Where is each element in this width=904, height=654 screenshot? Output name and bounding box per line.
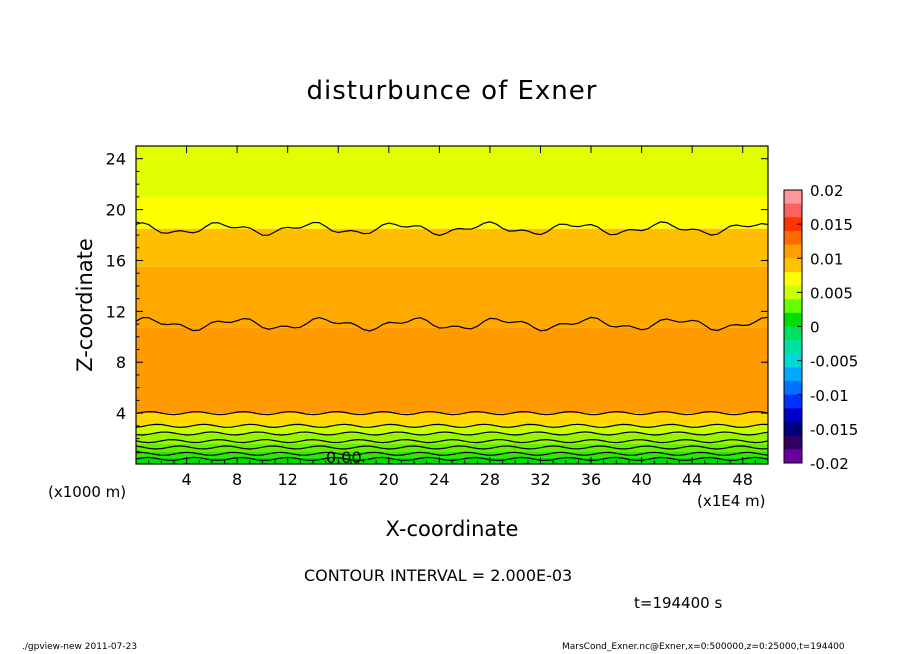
colorbar-swatch-10	[784, 326, 802, 341]
colorbar-swatch-15	[784, 394, 802, 409]
colorbar-swatch-14	[784, 381, 802, 396]
x-tick-label-7: 32	[530, 470, 550, 489]
contour-line-0	[136, 456, 768, 462]
x-tick-label-3: 16	[328, 470, 348, 489]
colorbar: 0.02 0.015 0.01 0.005 0 -0.005 -0.01 -0.015 -0.0…	[783, 182, 858, 473]
colorbar-swatch-7	[784, 285, 802, 300]
contour-lines	[136, 221, 768, 462]
contour-line-1	[136, 451, 768, 456]
colorbar-swatch-16	[784, 408, 802, 423]
footer-right: MarsCond_Exner.nc@Exner,x=0:500000,z=0:2…	[562, 642, 845, 652]
colorbar-swatch-3	[784, 230, 802, 246]
x-tick-label-5: 24	[429, 470, 449, 489]
colorbar-swatch-19	[784, 449, 802, 464]
contour-line-7	[136, 316, 768, 332]
colorbar-label-0: 0.02	[810, 182, 843, 200]
colorbar-swatch-12	[784, 353, 802, 368]
x-tick-label-9: 40	[631, 470, 651, 489]
field-band-4	[136, 425, 768, 434]
field-band-10	[136, 146, 768, 197]
y-tick-label-1: 8	[116, 353, 126, 372]
colorbar-swatch-2	[784, 217, 802, 232]
field-band-6	[136, 327, 768, 414]
colorbar-swatch-0	[784, 190, 802, 205]
colorbar-swatch-17	[784, 422, 802, 437]
footer-left: ./gpview-new 2011-07-23	[22, 642, 138, 652]
contour-interval-note: CONTOUR INTERVAL = 2.000E-03	[304, 566, 573, 585]
field-band-5	[136, 413, 768, 426]
contour-line-6	[136, 410, 768, 416]
colorbar-swatch-18	[784, 435, 802, 450]
field-band-7	[136, 266, 768, 328]
colorbar-label-4: 0	[810, 319, 820, 337]
contour-line-2	[136, 445, 768, 450]
field-band-9	[136, 196, 768, 229]
x-axis-label: X-coordinate	[386, 517, 519, 541]
time-label: t=194400 s	[634, 594, 723, 612]
x-tick-label-11: 48	[733, 470, 753, 489]
x-tick-label-2: 12	[278, 470, 298, 489]
x-tick-label-6: 28	[480, 470, 500, 489]
colorbar-label-1: 0.015	[810, 216, 853, 234]
x-tick-label-8: 36	[581, 470, 601, 489]
colorbar-swatch-11	[784, 340, 802, 355]
colorbar-swatch-6	[784, 271, 802, 287]
y-tick-label-3: 16	[106, 251, 126, 270]
colorbar-label-7: -0.015	[810, 421, 858, 439]
y-tick-label-0: 4	[116, 404, 126, 423]
colorbar-swatch-5	[784, 258, 802, 273]
x-tick-label-1: 8	[232, 470, 242, 489]
contour-line-3	[136, 438, 768, 444]
x-unit-right: (x1E4 m)	[697, 492, 766, 510]
field-band-2	[136, 443, 768, 452]
field-band-3	[136, 433, 768, 444]
contour-line-5	[136, 423, 768, 429]
chart-title: disturbunce of Exner	[306, 76, 598, 106]
colorbar-swatch-8	[784, 299, 802, 314]
y-tick-label-4: 20	[106, 201, 126, 220]
field-band-8	[136, 228, 768, 267]
colorbar-swatch-4	[784, 244, 802, 259]
x-tick-label-10: 44	[682, 470, 702, 489]
x-tick-label-4: 20	[379, 470, 399, 489]
colorbar-swatch-9	[784, 312, 802, 327]
colorbar-label-3: 0.005	[810, 284, 853, 302]
y-axis-label: Z-coordinate	[73, 238, 97, 372]
colorbar-label-6: -0.01	[810, 387, 849, 405]
contour-zero-label: 0.00	[326, 448, 362, 467]
y-tick-label-2: 12	[106, 302, 126, 321]
plot-field	[136, 146, 768, 464]
colorbar-label-8: -0.02	[810, 455, 849, 473]
colorbar-swatch-1	[784, 203, 802, 218]
contour-line-4	[136, 431, 768, 436]
colorbar-swatch-13	[784, 367, 802, 382]
y-tick-label-5: 24	[106, 150, 126, 169]
x-tick-label-0: 4	[181, 470, 191, 489]
colorbar-label-2: 0.01	[810, 250, 843, 268]
contour-line-8	[136, 221, 768, 237]
colorbar-label-5: -0.005	[810, 353, 858, 371]
x-unit-left: (x1000 m)	[48, 483, 126, 501]
